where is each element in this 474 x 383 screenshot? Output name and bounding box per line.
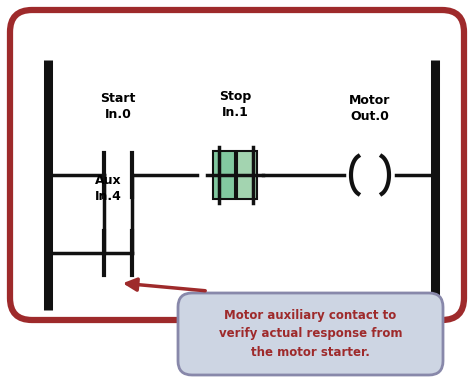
FancyBboxPatch shape xyxy=(10,10,464,320)
Text: Aux
In.4: Aux In.4 xyxy=(94,174,121,203)
Text: Stop
In.1: Stop In.1 xyxy=(219,90,251,119)
FancyBboxPatch shape xyxy=(178,293,443,375)
Text: Motor auxiliary contact to
verify actual response from
the motor starter.: Motor auxiliary contact to verify actual… xyxy=(219,308,402,360)
FancyBboxPatch shape xyxy=(213,151,235,199)
Text: Motor
Out.0: Motor Out.0 xyxy=(349,94,391,123)
FancyBboxPatch shape xyxy=(237,151,257,199)
Text: Start
In.0: Start In.0 xyxy=(100,92,136,121)
